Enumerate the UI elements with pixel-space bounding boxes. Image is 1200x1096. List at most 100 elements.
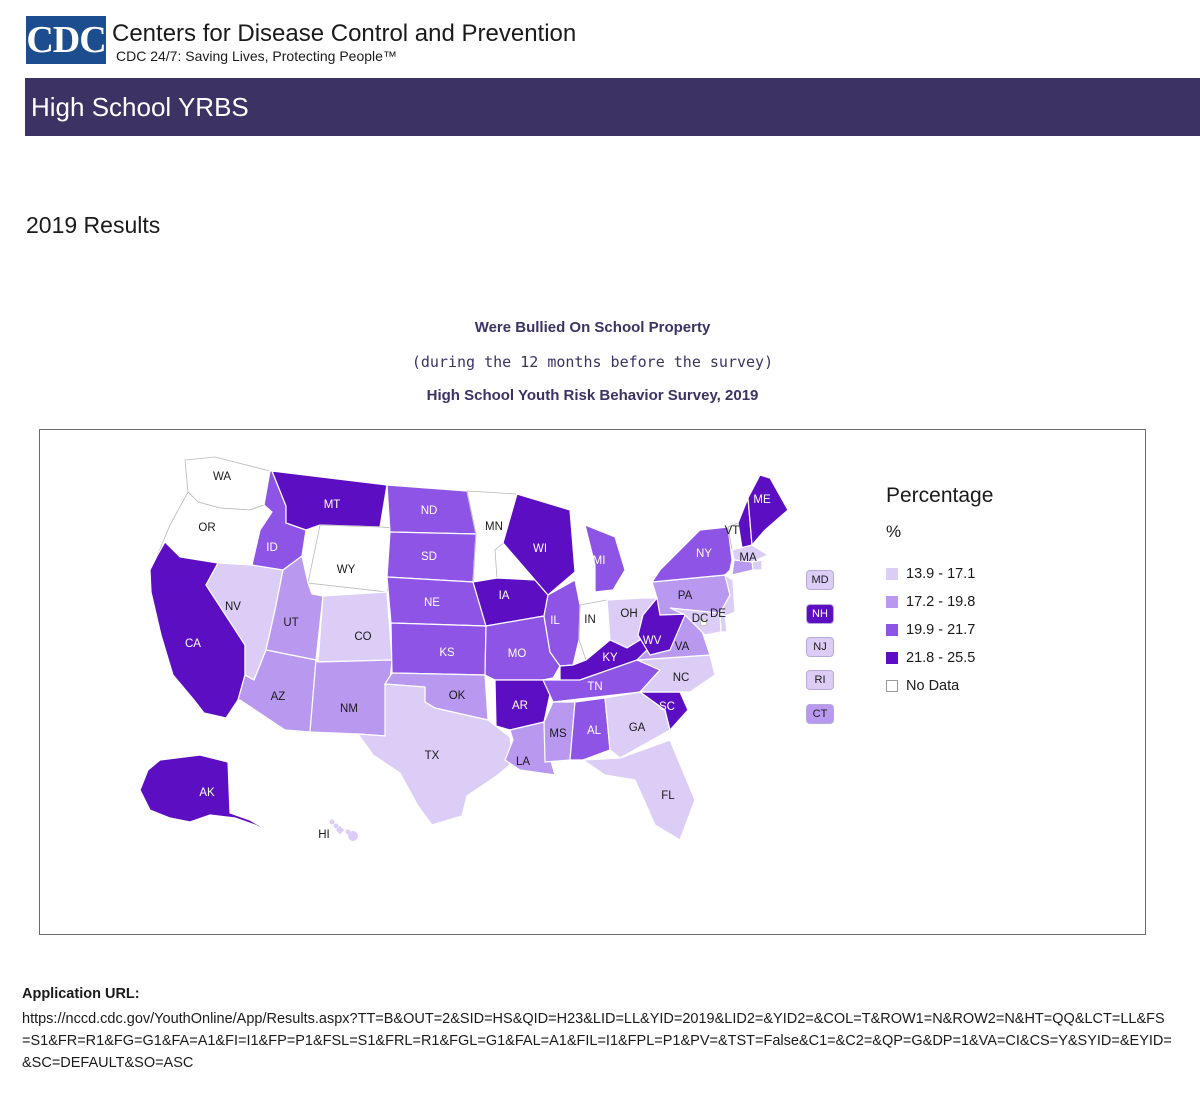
legend-label: 19.9 - 21.7: [906, 622, 976, 638]
map-title: Were Bullied On School Property: [474, 319, 711, 336]
legend-unit: %: [886, 522, 902, 541]
legend-swatch: [886, 596, 898, 608]
state-label-ga: GA: [629, 722, 646, 734]
site-header: CDC Centers for Disease Control and Prev…: [26, 14, 726, 66]
state-label-ky: KY: [602, 652, 618, 664]
state-label-wi: WI: [533, 543, 547, 555]
state-nm[interactable]: [309, 658, 393, 737]
legend-title: Percentage: [886, 484, 994, 507]
legend-label: 13.9 - 17.1: [906, 566, 976, 582]
state-fl[interactable]: [581, 739, 696, 841]
map-survey-title: High School Youth Risk Behavior Survey, …: [426, 387, 759, 404]
state-label-tn: TN: [587, 681, 602, 693]
state-label-il: IL: [550, 615, 560, 627]
state-ny[interactable]: [650, 526, 733, 583]
state-label-me: ME: [753, 494, 771, 506]
state-label-ok: OK: [449, 690, 466, 702]
state-label-sd: SD: [421, 551, 437, 563]
map-subtitle: (during the 12 months before the survey): [411, 353, 774, 371]
state-tx[interactable]: [356, 683, 514, 826]
state-label-nm: NM: [340, 703, 358, 715]
state-label-ms: MS: [549, 728, 567, 740]
page-banner: High School YRBS: [25, 78, 1200, 136]
state-label-ut: UT: [283, 617, 298, 629]
legend-swatch: [886, 568, 898, 580]
legend-label: 21.8 - 25.5: [906, 650, 976, 666]
results-heading: 2019 Results: [26, 212, 161, 238]
state-label-tx: TX: [425, 750, 440, 762]
state-label-oh: OH: [620, 608, 637, 620]
small-state-box-nj[interactable]: NJ: [806, 637, 834, 657]
page-title: High School YRBS: [31, 92, 249, 122]
state-label-or: OR: [198, 522, 215, 534]
state-label-la: LA: [516, 756, 530, 768]
state-label-ma: MA: [739, 552, 757, 564]
legend-items: 13.9 - 17.1 17.2 - 19.8 19.9 - 21.7 21.8 - …: [886, 560, 1086, 700]
state-mi[interactable]: [584, 524, 626, 593]
legend-label: 17.2 - 19.8: [906, 594, 976, 610]
org-name[interactable]: Centers for Disease Control and Preventi…: [112, 20, 577, 47]
state-label-id: ID: [266, 542, 278, 554]
state-label-az: AZ: [271, 691, 286, 703]
state-label-hi: HI: [318, 829, 330, 841]
state-hi-island[interactable]: [329, 819, 335, 825]
state-ct[interactable]: [731, 559, 754, 576]
state-label-wv: WV: [643, 635, 662, 647]
small-state-box-md[interactable]: MD: [806, 570, 834, 590]
state-ca[interactable]: [149, 541, 246, 719]
state-ma[interactable]: [731, 544, 770, 563]
state-label-nv: NV: [225, 601, 241, 613]
state-md[interactable]: [669, 607, 722, 636]
state-label-ca: CA: [185, 638, 201, 650]
state-label-pa: PA: [678, 590, 693, 602]
state-hi-island[interactable]: [333, 823, 339, 829]
us-map: WA OR CA NV ID MT WY UT AZ CO NM ND SD NE KS OK TX MN IA MO…: [139, 456, 789, 841]
legend-label: No Data: [906, 678, 960, 694]
small-state-box-ri[interactable]: RI: [806, 670, 834, 690]
state-label-ia: IA: [499, 590, 510, 602]
state-label-va: VA: [675, 641, 690, 653]
state-hi-island[interactable]: [348, 831, 358, 841]
state-label-mn: MN: [485, 521, 503, 533]
state-label-al: AL: [587, 725, 602, 737]
state-label-ne: NE: [424, 597, 440, 609]
state-label-mt: MT: [324, 499, 341, 511]
state-dc[interactable]: [699, 618, 708, 627]
state-label-dc: DC: [692, 613, 709, 625]
small-state-box-ct[interactable]: CT: [806, 704, 834, 724]
state-me[interactable]: [747, 474, 789, 547]
state-label-sc: SC: [659, 701, 675, 713]
state-label-nc: NC: [673, 672, 690, 684]
map-titles: Were Bullied On School Property (during …: [0, 316, 1185, 408]
state-co[interactable]: [317, 591, 393, 663]
legend-swatch: [886, 680, 898, 692]
legend-item: No Data: [886, 672, 1086, 700]
state-label-in: IN: [584, 614, 596, 626]
org-tagline: CDC 24/7: Saving Lives, Protecting Peopl…: [116, 48, 397, 64]
state-label-wy: WY: [337, 564, 356, 576]
state-label-ar: AR: [512, 700, 528, 712]
state-label-co: CO: [354, 631, 371, 643]
legend-item: 19.9 - 21.7: [886, 616, 1086, 644]
state-al[interactable]: [569, 697, 611, 761]
cdc-logo[interactable]: CDC: [26, 16, 107, 64]
state-nc[interactable]: [636, 654, 716, 693]
app-url[interactable]: https://nccd.cdc.gov/YouthOnline/App/Res…: [22, 1011, 1172, 1071]
small-state-box-nh[interactable]: NH: [806, 604, 834, 624]
state-label-fl: FL: [661, 790, 675, 802]
state-label-ak: AK: [199, 787, 215, 799]
map-frame: WA OR CA NV ID MT WY UT AZ CO NM ND SD NE KS OK TX MN IA MO…: [39, 429, 1146, 935]
state-label-ny: NY: [696, 548, 712, 560]
state-wy[interactable]: [307, 524, 396, 593]
app-url-label: Application URL:: [22, 986, 140, 1002]
state-mt[interactable]: [271, 470, 388, 531]
state-label-wa: WA: [213, 471, 231, 483]
legend-item: 17.2 - 19.8: [886, 588, 1086, 616]
legend-item: 13.9 - 17.1: [886, 560, 1086, 588]
state-ak[interactable]: [139, 754, 276, 836]
state-label-mi: MI: [593, 555, 606, 567]
state-label-ks: KS: [439, 647, 455, 659]
state-label-de: DE: [710, 608, 726, 620]
legend-swatch: [886, 624, 898, 636]
state-label-vt: VT: [725, 525, 740, 537]
